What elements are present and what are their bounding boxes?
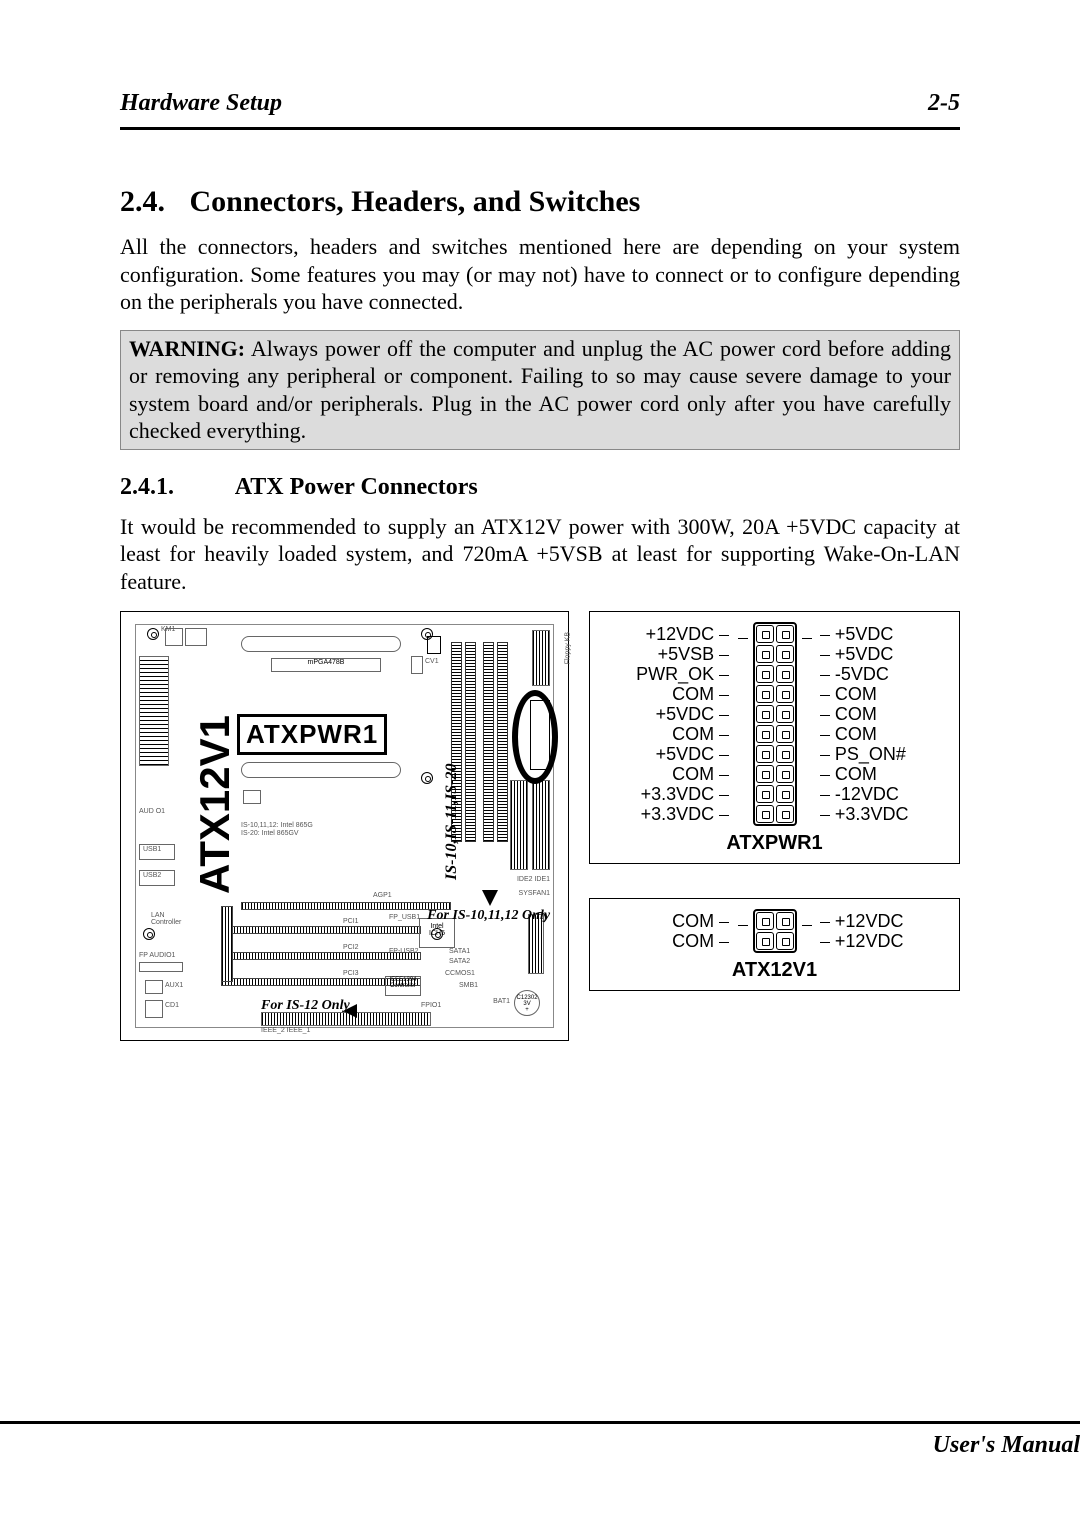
atx12v1-pinout: COM COM +12VDC +12VDC ATX12V1: [589, 898, 960, 991]
motherboard-diagram: KM1 mPGA478B AUD O1 USB1 USB2 CV1 Floppy…: [120, 611, 569, 1041]
pin-label: +12VDC: [820, 931, 947, 951]
pin-label: COM: [820, 764, 947, 784]
atx12v-side-label: ATX12V1: [191, 715, 239, 894]
pin-label: COM: [820, 724, 947, 744]
header-left: Hardware Setup: [120, 90, 282, 117]
pin-label: +5VSB: [602, 644, 729, 664]
atxpwr1-pinout: +12VDC +5VSB PWR_OK COM +5VDC COM +5VDC …: [589, 611, 960, 864]
section-heading: 2.4. Connectors, Headers, and Switches: [120, 185, 960, 219]
footer-text: User's Manual: [933, 1432, 1080, 1459]
atx12v1-title: ATX12V1: [602, 959, 947, 982]
header-rule: [120, 127, 960, 130]
pin-label: COM: [820, 684, 947, 704]
pin-label: +3.3VDC: [820, 804, 947, 824]
pin-label: COM: [820, 704, 947, 724]
subsection-heading: 2.4.1. ATX Power Connectors: [120, 474, 960, 501]
note-is-101112: For IS-10,11,12 Only: [427, 908, 550, 924]
footer-rule: [0, 1421, 1080, 1424]
subsection-title: ATX Power Connectors: [235, 474, 478, 500]
pin-label: +3.3VDC: [602, 784, 729, 804]
pin-label: +3.3VDC: [602, 804, 729, 824]
pin-label: +5VDC: [820, 624, 947, 644]
intro-paragraph: All the connectors, headers and switches…: [120, 233, 960, 316]
pin-label: -12VDC: [820, 784, 947, 804]
subsection-paragraph: It would be recommended to supply an ATX…: [120, 513, 960, 596]
section-number: 2.4.: [120, 185, 182, 219]
is-models-label: IS-10,IS-11,IS-20: [443, 764, 461, 880]
atxpwr1-title: ATXPWR1: [602, 832, 947, 855]
figure-row: KM1 mPGA478B AUD O1 USB1 USB2 CV1 Floppy…: [120, 611, 960, 1041]
warning-label: WARNING:: [129, 336, 245, 361]
warning-box: WARNING: Always power off the computer a…: [120, 330, 960, 450]
pin-label: +5VDC: [602, 704, 729, 724]
pin-label: COM: [602, 684, 729, 704]
atxpwr-overlay-label: ATXPWR1: [237, 714, 387, 755]
atxpwr-callout-oval: [512, 690, 558, 784]
pin-label: COM: [602, 931, 729, 951]
pin-label: COM: [602, 764, 729, 784]
section-title: Connectors, Headers, and Switches: [190, 185, 641, 218]
subsection-number: 2.4.1.: [120, 474, 230, 501]
pin-label: COM: [602, 911, 729, 931]
pin-label: +5VDC: [602, 744, 729, 764]
pin-label: PWR_OK: [602, 664, 729, 684]
header-right: 2-5: [928, 90, 960, 117]
pin-label: COM: [602, 724, 729, 744]
pin-label: +12VDC: [602, 624, 729, 644]
note-is-12: For IS-12 Only: [261, 998, 350, 1014]
pin-label: +12VDC: [820, 911, 947, 931]
pin-label: +5VDC: [820, 644, 947, 664]
pin-label: PS_ON#: [820, 744, 947, 764]
warning-text: Always power off the computer and unplug…: [129, 336, 951, 444]
pin-label: -5VDC: [820, 664, 947, 684]
